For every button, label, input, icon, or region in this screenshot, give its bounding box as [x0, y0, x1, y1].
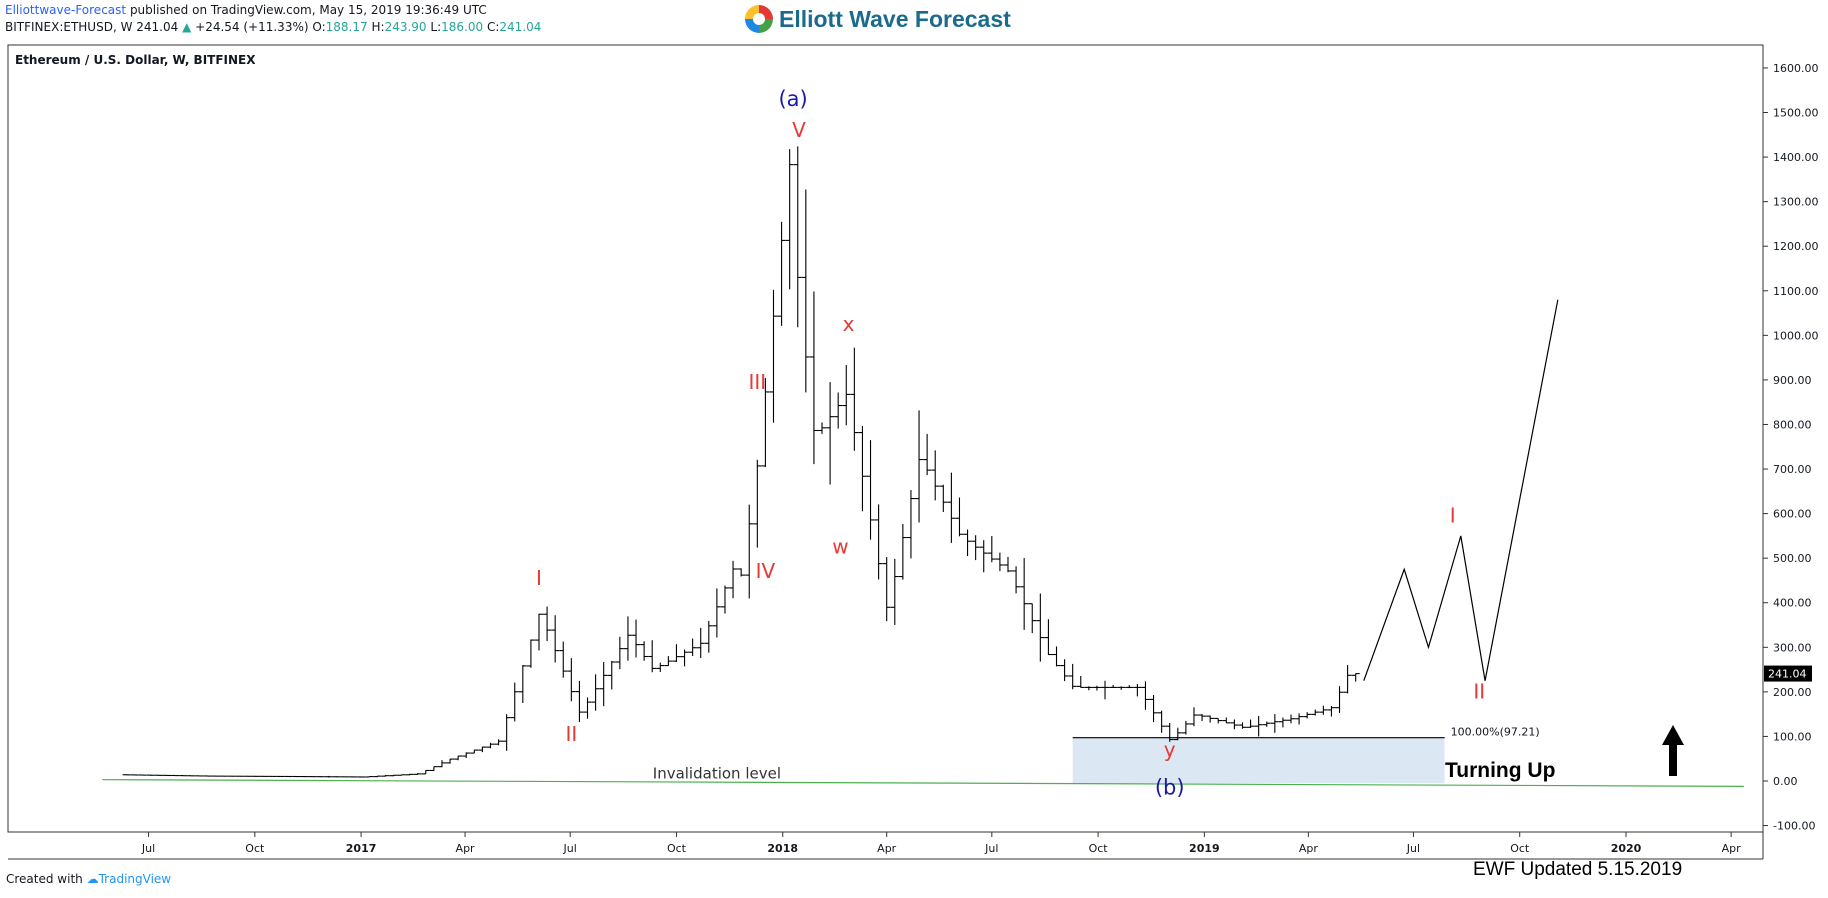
- created-with-label: Created with: [6, 872, 83, 886]
- last-price-marker: [1764, 665, 1812, 682]
- wave-label: x: [843, 312, 855, 336]
- ohlc-low-value: 186.00: [441, 20, 484, 34]
- ohlc-bars: [122, 146, 1360, 778]
- y-tick-label: 0.00: [1773, 775, 1798, 788]
- publish-line: Elliottwave-Forecast published on Tradin…: [5, 3, 487, 18]
- ohlc-close-label: C:: [486, 20, 500, 34]
- ohlc-high-value: 243.90: [384, 20, 427, 34]
- wave-label: V: [792, 118, 806, 142]
- ohlc-open-value: 188.17: [325, 20, 368, 34]
- y-tick-label: 1400.00: [1773, 151, 1819, 164]
- x-tick-label: 2019: [1189, 842, 1220, 855]
- x-tick-label: Oct: [1089, 842, 1109, 855]
- tradingview-link-label: TradingView: [98, 872, 172, 886]
- projection-path: [1363, 299, 1559, 681]
- x-tick-label: 2017: [346, 842, 377, 855]
- invalidation-label: Invalidation level: [653, 765, 781, 783]
- brand-header: Elliott Wave Forecast: [745, 3, 1011, 35]
- x-tick-label: Jul: [141, 842, 155, 855]
- chart-title: Ethereum / U.S. Dollar, W, BITFINEX: [15, 53, 256, 67]
- wave-label: I: [1450, 504, 1456, 528]
- y-tick-label: -100.00: [1773, 820, 1815, 833]
- wave-label: w: [832, 535, 848, 559]
- tradingview-link[interactable]: ☁TradingView: [87, 872, 172, 886]
- y-tick-label: 100.00: [1773, 730, 1812, 743]
- x-tick-label: Apr: [1722, 842, 1742, 855]
- ohlc-open-label: O:: [312, 20, 326, 34]
- y-tick-label: 1100.00: [1773, 285, 1819, 298]
- x-tick-label: Jul: [563, 842, 577, 855]
- wave-label: y: [1164, 737, 1176, 761]
- x-tick-label: Jul: [984, 842, 998, 855]
- brand-name: Elliott Wave Forecast: [779, 5, 1011, 32]
- y-tick-label: 1000.00: [1773, 329, 1819, 342]
- y-tick-label: 1500.00: [1773, 107, 1819, 120]
- invalidation-line: [102, 779, 1744, 787]
- wave-label: IV: [756, 559, 776, 583]
- y-tick-label: 1200.00: [1773, 240, 1819, 253]
- y-tick-label: 200.00: [1773, 686, 1812, 699]
- y-tick-label: 600.00: [1773, 508, 1812, 521]
- symbol-line: BITFINEX:ETHUSD, W 241.04: [5, 20, 179, 34]
- wave-label: (a): [778, 87, 807, 111]
- ohlc-close-value: 241.04: [499, 20, 542, 34]
- x-tick-label: Apr: [877, 842, 897, 855]
- wave-label: I: [536, 566, 542, 590]
- wave-label: II: [1473, 680, 1485, 704]
- target-zone-box: [1072, 737, 1445, 784]
- x-tick-label: 2020: [1611, 842, 1642, 855]
- y-tick-label: 1300.00: [1773, 196, 1819, 209]
- y-tick-label: 1600.00: [1773, 62, 1819, 75]
- x-tick-label: Apr: [456, 842, 476, 855]
- x-tick-label: Apr: [1299, 842, 1319, 855]
- change-value: +24.54 (+11.33%): [195, 20, 309, 34]
- x-tick-label: Jul: [1406, 842, 1420, 855]
- x-tick-label: Oct: [667, 842, 687, 855]
- brand-logo-icon: [745, 5, 773, 33]
- published-text: published on TradingView.com, May 15, 20…: [129, 3, 487, 17]
- last-price-label: 241.04: [1768, 668, 1807, 681]
- y-tick-label: 900.00: [1773, 374, 1812, 387]
- updated-label: EWF Updated 5.15.2019: [1473, 859, 1682, 880]
- up-arrow-icon: [1662, 725, 1684, 776]
- up-arrow-icon: ▲: [182, 20, 192, 34]
- x-tick-label: Oct: [1510, 842, 1530, 855]
- x-tick-label: Oct: [245, 842, 265, 855]
- plot-frame: [7, 44, 1764, 833]
- quote-line: BITFINEX:ETHUSD, W 241.04 ▲ +24.54 (+11.…: [5, 20, 541, 35]
- y-tick-label: 800.00: [1773, 418, 1812, 431]
- y-tick-label: 300.00: [1773, 641, 1812, 654]
- tradingview-cloud-icon: ☁: [86, 872, 99, 886]
- y-tick-label: 400.00: [1773, 597, 1812, 610]
- wave-label: II: [565, 722, 577, 746]
- y-tick-label: 700.00: [1773, 463, 1812, 476]
- author-link[interactable]: Elliottwave-Forecast: [5, 3, 127, 17]
- turning-up-label: Turning Up: [1445, 759, 1555, 782]
- wave-label: (b): [1155, 775, 1185, 799]
- y-tick-label: 500.00: [1773, 552, 1812, 565]
- created-with: Created with ☁TradingView: [6, 872, 171, 886]
- x-tick-label: 2018: [767, 842, 798, 855]
- ohlc-high-label: H:: [371, 20, 385, 34]
- fib-level-label: 100.00%(97.21): [1451, 726, 1540, 739]
- ohlc-low-label: L:: [430, 20, 442, 34]
- wave-label: III: [748, 370, 766, 394]
